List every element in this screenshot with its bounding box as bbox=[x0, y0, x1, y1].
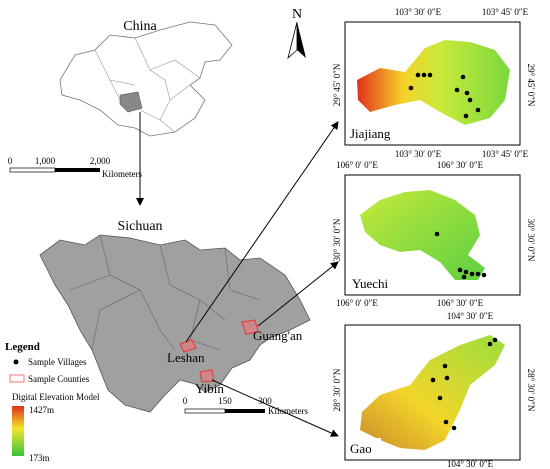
china-label: China bbox=[123, 19, 157, 34]
scale-bar bbox=[225, 409, 265, 413]
county-dem bbox=[360, 335, 505, 450]
panel-label-bg bbox=[347, 438, 381, 458]
arrow bbox=[211, 379, 339, 437]
sample-county bbox=[241, 319, 259, 335]
coord-label: 106° 30′ 0″E bbox=[437, 160, 484, 170]
scale-bar bbox=[9, 167, 56, 173]
china-provinces bbox=[94, 37, 201, 133]
dem-low: 173m bbox=[29, 453, 50, 463]
county-dem bbox=[360, 190, 485, 280]
scale-label: 1,000 bbox=[35, 156, 56, 166]
sample-villages bbox=[408, 72, 481, 119]
scale-label: 300 bbox=[258, 396, 272, 406]
city-label: Yibin bbox=[195, 381, 224, 396]
coord-label: 103° 45′ 0″E bbox=[482, 7, 529, 17]
sichuan-label: Sichuan bbox=[117, 219, 162, 234]
scale-unit: Kilometers bbox=[268, 406, 308, 416]
city-label: Leshan bbox=[167, 350, 205, 365]
north-arrow bbox=[297, 22, 306, 58]
sample-county bbox=[179, 339, 197, 353]
scale-label: 0 bbox=[183, 396, 188, 406]
scale-label: 0 bbox=[8, 156, 13, 166]
panel-label: Yuechi bbox=[352, 276, 388, 291]
panel-label: Jiajiang bbox=[350, 126, 391, 141]
city-label: Guang'an bbox=[253, 328, 303, 343]
dem-ramp bbox=[12, 406, 24, 456]
coord-label: 104° 30′ 0″E bbox=[447, 311, 494, 321]
sichuan-counties bbox=[69, 234, 261, 351]
panel-label-bg bbox=[347, 124, 397, 143]
coord-label: 29° 45′ 0″N bbox=[332, 63, 342, 106]
county-dem bbox=[357, 40, 510, 125]
scale-label: 150 bbox=[218, 396, 232, 406]
coord-label: 29° 45′ 0″N bbox=[526, 64, 536, 107]
china-outline bbox=[59, 21, 233, 137]
legend-box bbox=[9, 374, 25, 383]
dem-title: Digital Elevation Model bbox=[12, 392, 100, 402]
legend-item: Sample Counties bbox=[28, 374, 90, 384]
scale-label: 2,000 bbox=[90, 156, 111, 166]
coord-label: 106° 30′ 0″E bbox=[437, 298, 484, 308]
legend-title: Legend bbox=[5, 341, 40, 353]
coord-label: 106° 0′ 0″E bbox=[336, 298, 378, 308]
north-arrow bbox=[287, 21, 298, 60]
sample-villages bbox=[434, 231, 487, 280]
panel-label: Gao bbox=[350, 441, 372, 456]
north-label: N bbox=[292, 7, 302, 22]
sichuan-outline bbox=[39, 234, 311, 413]
coord-label: 106° 0′ 0″E bbox=[336, 160, 378, 170]
coord-label: 30° 30′ 0″N bbox=[526, 219, 536, 262]
coord-label: 28° 30′ 0″N bbox=[526, 369, 536, 412]
sample-villages bbox=[430, 337, 498, 431]
legend-dot bbox=[13, 359, 19, 365]
arrow bbox=[185, 121, 339, 343]
dem-high: 1427m bbox=[29, 405, 54, 415]
coord-label: 28° 30′ 0″N bbox=[332, 368, 342, 411]
coord-label: 103° 30′ 0″E bbox=[395, 149, 442, 159]
coord-label: 103° 30′ 0″E bbox=[395, 7, 442, 17]
coord-label: 103° 45′ 0″E bbox=[482, 149, 529, 159]
coord-label: 30° 30′ 0″N bbox=[332, 218, 342, 261]
sichuan-in-china bbox=[119, 91, 143, 113]
legend-item: Sample Villages bbox=[28, 357, 87, 367]
scale-unit: Kilometers bbox=[102, 169, 142, 179]
coord-label: 104° 30′ 0″E bbox=[447, 459, 494, 469]
scale-bar bbox=[184, 408, 226, 414]
panel-label-bg bbox=[347, 273, 395, 293]
scale-bar bbox=[55, 168, 100, 172]
arrow bbox=[257, 261, 339, 327]
